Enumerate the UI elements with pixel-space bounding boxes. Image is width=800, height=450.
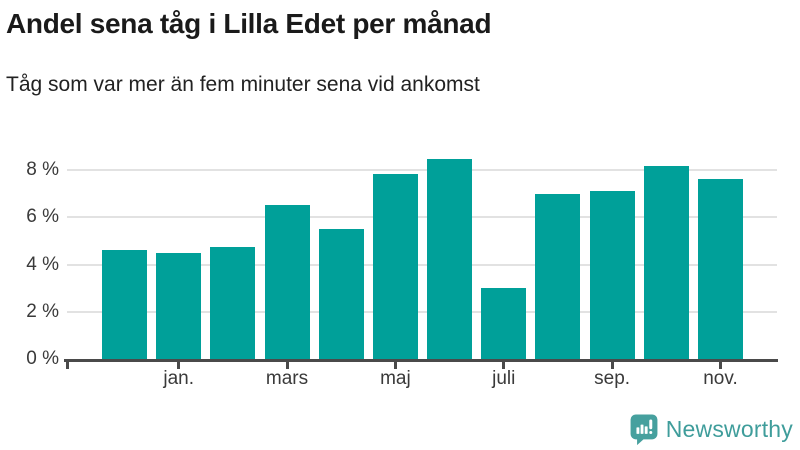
bar-8 <box>481 288 527 359</box>
y-tick-label: 0 % <box>26 348 59 369</box>
chart-title: Andel sena tåg i Lilla Edet per månad <box>6 8 492 39</box>
bar-5 <box>318 229 364 359</box>
gridline <box>67 263 777 266</box>
x-axis-tick <box>66 359 69 369</box>
bar-chart-plot: 0 % 2 % 4 % 6 % 8 % jan. mars maj juli sep. nov. <box>26 148 778 389</box>
bar-6 <box>372 173 418 359</box>
bar-11 <box>643 166 689 359</box>
newsworthy-logo: Newsworthy <box>630 414 793 445</box>
bar-3 <box>210 246 256 359</box>
chart-header: Andel sena tåg i Lilla Edet per månad Tå… <box>6 0 794 98</box>
gridline <box>67 310 777 313</box>
bar-4 <box>264 205 310 359</box>
y-tick-label: 4 % <box>26 253 59 275</box>
gridline <box>67 216 777 219</box>
bar-7 <box>427 159 473 359</box>
x-tick-label: sep. <box>594 368 631 389</box>
x-axis-tick <box>719 359 722 369</box>
bar-2 <box>156 252 202 359</box>
gridline <box>67 169 777 171</box>
x-axis-tick <box>177 359 181 369</box>
x-axis-tick <box>393 359 397 369</box>
x-tick-label: juli <box>492 368 516 389</box>
x-tick-label: mars <box>265 368 309 389</box>
x-axis-tick <box>502 359 506 369</box>
chart-subtitle: Tåg som var mer än fem minuter sena vid … <box>6 73 480 96</box>
x-axis-line <box>64 359 778 362</box>
y-tick-label: 6 % <box>26 206 59 228</box>
y-tick-label: 8 % <box>26 159 59 180</box>
bar-9 <box>535 193 581 359</box>
bar-12 <box>698 179 743 359</box>
newsworthy-logo-icon <box>630 414 658 445</box>
x-tick-label: jan. <box>163 368 194 389</box>
newsworthy-logo-text: Newsworthy <box>665 416 793 442</box>
bar-1 <box>102 250 147 359</box>
bar-10 <box>589 191 635 359</box>
x-tick-label: nov. <box>703 368 738 389</box>
x-tick-label: maj <box>380 368 411 389</box>
x-axis-tick <box>285 359 289 369</box>
y-tick-label: 2 % <box>26 300 59 322</box>
x-axis-tick <box>610 359 614 369</box>
